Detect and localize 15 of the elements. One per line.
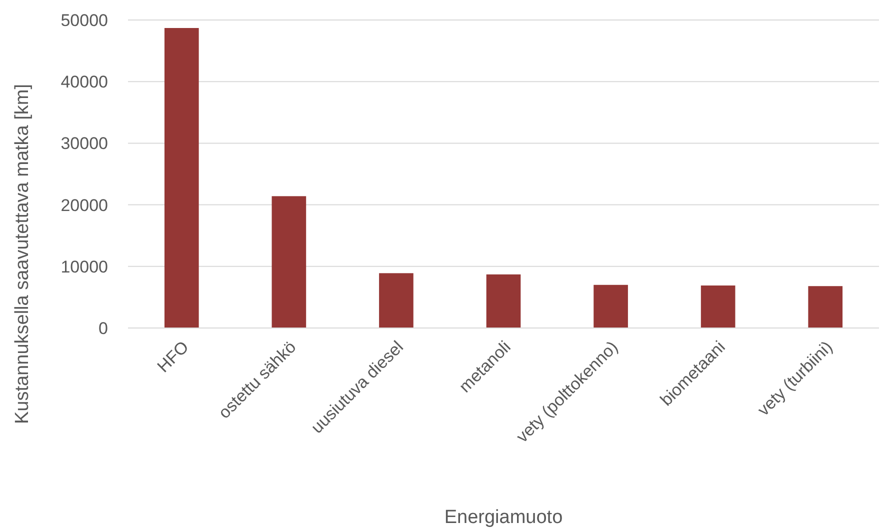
y-tick-label: 0 <box>98 318 108 338</box>
y-tick-label: 30000 <box>60 134 108 154</box>
bar <box>594 284 628 328</box>
bar <box>808 286 843 328</box>
bar <box>379 273 414 328</box>
y-tick-label: 20000 <box>60 196 108 215</box>
y-tick-label: 50000 <box>60 10 108 30</box>
bar <box>700 285 736 328</box>
bar <box>272 196 306 328</box>
y-tick-label: 40000 <box>60 72 108 92</box>
y-tick-label: 10000 <box>60 257 108 276</box>
x-axis-title: Energiamuoto <box>444 507 563 528</box>
y-axis-title: Kustannuksella saavutettava matka [km] <box>12 84 33 424</box>
bar <box>164 28 199 328</box>
bar <box>486 274 521 328</box>
